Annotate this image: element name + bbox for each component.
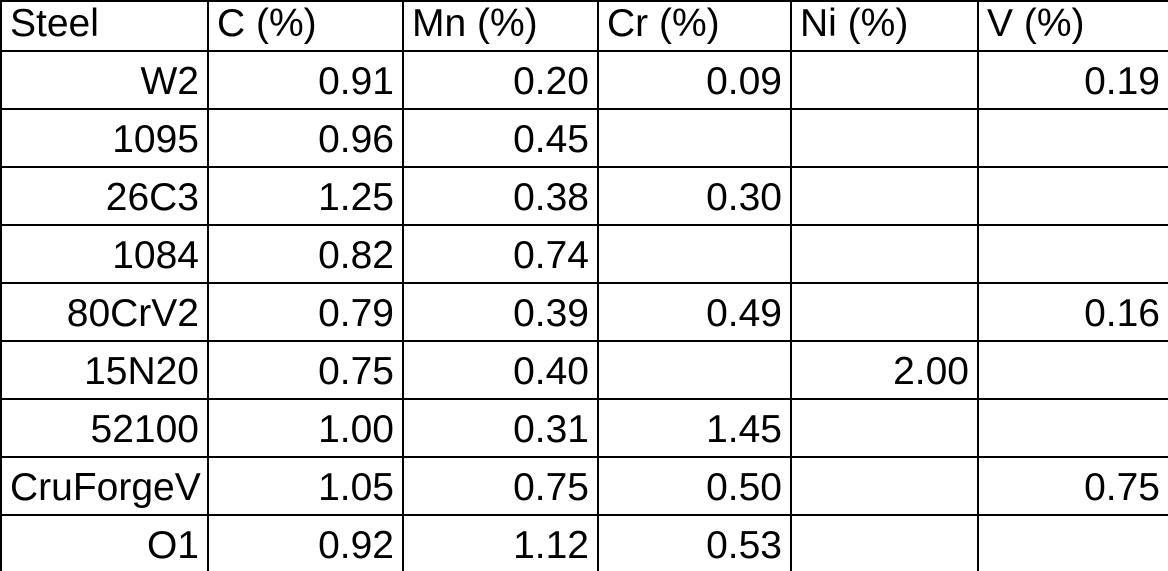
steel-name-cell: CruForgeV xyxy=(0,456,209,516)
value-cell xyxy=(597,108,792,168)
table-body: W2 0.91 0.20 0.09 0.19 1095 0.96 0.45 26C3 1.25 0.… xyxy=(0,50,1168,571)
value-cell xyxy=(597,340,792,400)
value-cell: 0.53 xyxy=(597,514,792,571)
column-header-c: C (%) xyxy=(207,0,404,52)
header-row: Steel C (%) Mn (%) Cr (%) Ni (%) V (%) xyxy=(0,0,1168,52)
value-cell: 0.09 xyxy=(597,50,792,110)
column-header-cr: Cr (%) xyxy=(597,0,792,52)
value-cell: 1.05 xyxy=(207,456,404,516)
table-row: 52100 1.00 0.31 1.45 xyxy=(0,398,1168,458)
table-row: 26C3 1.25 0.38 0.30 xyxy=(0,166,1168,226)
steel-name-cell: 1084 xyxy=(0,224,209,284)
steel-name-cell: O1 xyxy=(0,514,209,571)
column-header-ni: Ni (%) xyxy=(790,0,979,52)
table-row: O1 0.92 1.12 0.53 xyxy=(0,514,1168,571)
value-cell: 0.31 xyxy=(402,398,599,458)
value-cell: 0.96 xyxy=(207,108,404,168)
value-cell xyxy=(977,514,1168,571)
value-cell: 1.00 xyxy=(207,398,404,458)
value-cell: 0.91 xyxy=(207,50,404,110)
value-cell xyxy=(790,50,979,110)
value-cell: 0.75 xyxy=(207,340,404,400)
table-row: 15N20 0.75 0.40 2.00 xyxy=(0,340,1168,400)
value-cell: 0.49 xyxy=(597,282,792,342)
value-cell: 0.40 xyxy=(402,340,599,400)
value-cell: 0.20 xyxy=(402,50,599,110)
steel-name-cell: 52100 xyxy=(0,398,209,458)
value-cell: 0.75 xyxy=(402,456,599,516)
value-cell xyxy=(977,398,1168,458)
value-cell: 0.39 xyxy=(402,282,599,342)
value-cell xyxy=(790,514,979,571)
value-cell xyxy=(977,108,1168,168)
value-cell: 1.45 xyxy=(597,398,792,458)
value-cell: 0.75 xyxy=(977,456,1168,516)
steel-name-cell: W2 xyxy=(0,50,209,110)
value-cell xyxy=(790,398,979,458)
value-cell xyxy=(790,224,979,284)
value-cell xyxy=(977,340,1168,400)
table-row: 1084 0.82 0.74 xyxy=(0,224,1168,284)
value-cell xyxy=(977,166,1168,226)
table-row: CruForgeV 1.05 0.75 0.50 0.75 xyxy=(0,456,1168,516)
value-cell xyxy=(790,108,979,168)
steel-name-cell: 1095 xyxy=(0,108,209,168)
value-cell xyxy=(597,224,792,284)
value-cell: 2.00 xyxy=(790,340,979,400)
table-row: 80CrV2 0.79 0.39 0.49 0.16 xyxy=(0,282,1168,342)
value-cell: 1.25 xyxy=(207,166,404,226)
column-header-mn: Mn (%) xyxy=(402,0,599,52)
value-cell: 0.16 xyxy=(977,282,1168,342)
value-cell: 1.12 xyxy=(402,514,599,571)
column-header-steel: Steel xyxy=(0,0,209,52)
value-cell: 0.92 xyxy=(207,514,404,571)
steel-name-cell: 15N20 xyxy=(0,340,209,400)
value-cell: 0.38 xyxy=(402,166,599,226)
value-cell xyxy=(790,456,979,516)
table-row: 1095 0.96 0.45 xyxy=(0,108,1168,168)
value-cell xyxy=(790,166,979,226)
column-header-v: V (%) xyxy=(977,0,1168,52)
value-cell: 0.45 xyxy=(402,108,599,168)
value-cell: 0.79 xyxy=(207,282,404,342)
value-cell: 0.30 xyxy=(597,166,792,226)
value-cell: 0.50 xyxy=(597,456,792,516)
value-cell: 0.82 xyxy=(207,224,404,284)
value-cell: 0.74 xyxy=(402,224,599,284)
table-row: W2 0.91 0.20 0.09 0.19 xyxy=(0,50,1168,110)
steel-name-cell: 80CrV2 xyxy=(0,282,209,342)
value-cell: 0.19 xyxy=(977,50,1168,110)
value-cell xyxy=(977,224,1168,284)
steel-name-cell: 26C3 xyxy=(0,166,209,226)
value-cell xyxy=(790,282,979,342)
